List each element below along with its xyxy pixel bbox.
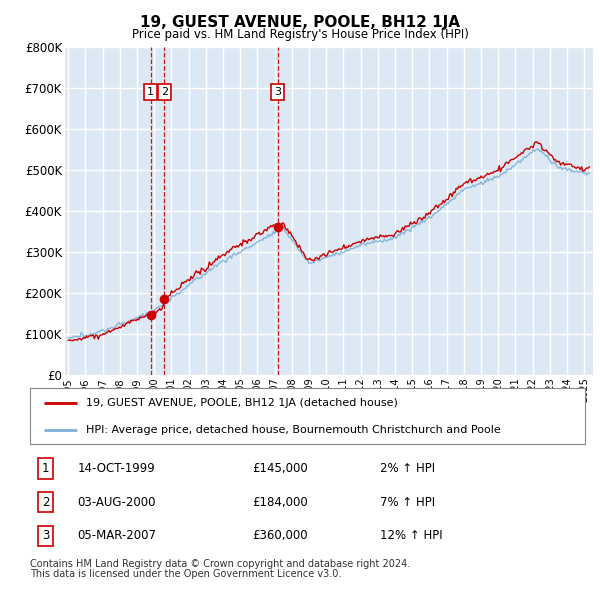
Text: £360,000: £360,000 [252,529,308,542]
Text: 14-OCT-1999: 14-OCT-1999 [77,462,155,475]
Text: 7% ↑ HPI: 7% ↑ HPI [380,496,435,509]
Text: 1: 1 [42,462,49,475]
Text: 3: 3 [42,529,49,542]
Text: 2: 2 [42,496,49,509]
Text: This data is licensed under the Open Government Licence v3.0.: This data is licensed under the Open Gov… [30,569,341,579]
Text: £184,000: £184,000 [252,496,308,509]
Text: Price paid vs. HM Land Registry's House Price Index (HPI): Price paid vs. HM Land Registry's House … [131,28,469,41]
Text: HPI: Average price, detached house, Bournemouth Christchurch and Poole: HPI: Average price, detached house, Bour… [86,425,500,435]
Text: 05-MAR-2007: 05-MAR-2007 [77,529,156,542]
Text: 2: 2 [161,87,168,97]
Text: 19, GUEST AVENUE, POOLE, BH12 1JA (detached house): 19, GUEST AVENUE, POOLE, BH12 1JA (detac… [86,398,397,408]
Text: 03-AUG-2000: 03-AUG-2000 [77,496,155,509]
Text: 1: 1 [147,87,154,97]
Text: 12% ↑ HPI: 12% ↑ HPI [380,529,442,542]
Text: 3: 3 [274,87,281,97]
Text: £145,000: £145,000 [252,462,308,475]
Text: 19, GUEST AVENUE, POOLE, BH12 1JA: 19, GUEST AVENUE, POOLE, BH12 1JA [140,15,460,30]
Text: Contains HM Land Registry data © Crown copyright and database right 2024.: Contains HM Land Registry data © Crown c… [30,559,410,569]
Text: 2% ↑ HPI: 2% ↑ HPI [380,462,435,475]
